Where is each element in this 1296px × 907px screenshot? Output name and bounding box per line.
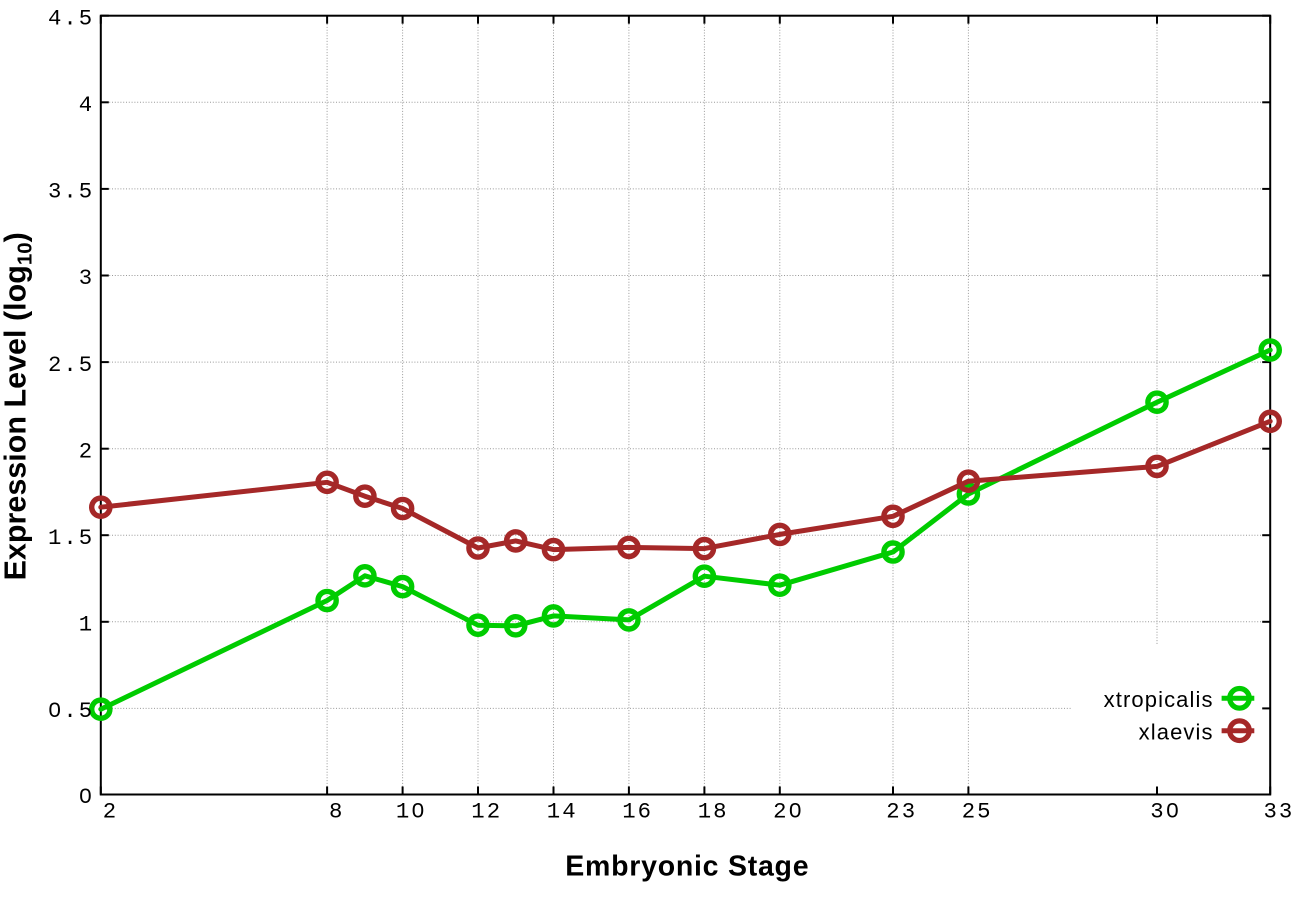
- svg-text:Expression Level (log10): Expression Level (log10): [0, 232, 37, 580]
- svg-text:.: .: [63, 352, 76, 378]
- svg-text:Embryonic Stage: Embryonic Stage: [565, 850, 809, 882]
- svg-text:8: 8: [329, 799, 342, 825]
- svg-text:2: 2: [103, 799, 116, 825]
- svg-text:3: 3: [1264, 799, 1277, 825]
- svg-text:5: 5: [79, 698, 92, 724]
- svg-text:2: 2: [487, 799, 500, 825]
- svg-text:5: 5: [79, 525, 92, 551]
- svg-text:.: .: [63, 525, 76, 551]
- svg-text:1: 1: [79, 612, 92, 638]
- svg-text:1: 1: [547, 799, 560, 825]
- svg-text:2: 2: [79, 438, 92, 464]
- svg-text:.: .: [63, 5, 76, 31]
- svg-text:2: 2: [962, 799, 975, 825]
- svg-text:1: 1: [48, 525, 61, 551]
- svg-text:3: 3: [902, 799, 915, 825]
- svg-text:5: 5: [977, 799, 990, 825]
- svg-text:1: 1: [698, 799, 711, 825]
- svg-text:2: 2: [48, 352, 61, 378]
- svg-text:xtropicalis: xtropicalis: [1104, 687, 1214, 712]
- svg-text:4: 4: [48, 5, 61, 31]
- svg-text:1: 1: [471, 799, 484, 825]
- svg-text:3: 3: [1279, 799, 1292, 825]
- svg-text:4: 4: [562, 799, 575, 825]
- svg-text:2: 2: [773, 799, 786, 825]
- svg-text:xlaevis: xlaevis: [1139, 719, 1214, 744]
- svg-text:5: 5: [79, 352, 92, 378]
- svg-text:5: 5: [79, 5, 92, 31]
- svg-text:3: 3: [1150, 799, 1163, 825]
- svg-text:6: 6: [638, 799, 651, 825]
- svg-text:8: 8: [713, 799, 726, 825]
- svg-text:.: .: [63, 179, 76, 205]
- svg-text:1: 1: [622, 799, 635, 825]
- svg-text:3: 3: [48, 179, 61, 205]
- svg-text:3: 3: [79, 265, 92, 291]
- svg-text:.: .: [63, 698, 76, 724]
- svg-text:1: 1: [396, 799, 409, 825]
- svg-text:2: 2: [886, 799, 899, 825]
- svg-text:5: 5: [79, 179, 92, 205]
- svg-text:4: 4: [79, 92, 92, 118]
